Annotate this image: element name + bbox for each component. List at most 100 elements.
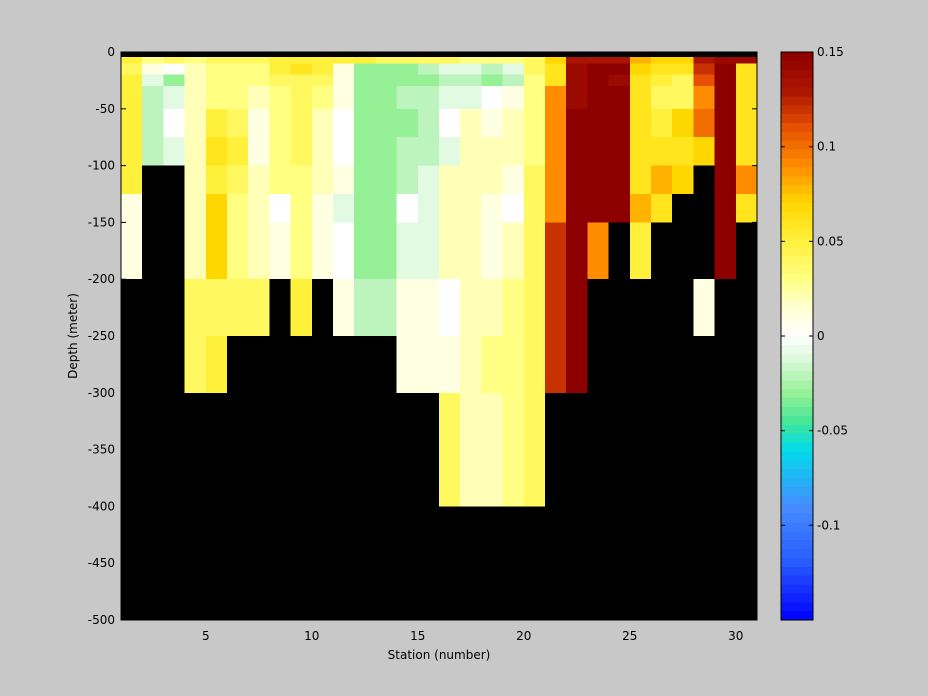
colorbar-swatch bbox=[781, 69, 813, 80]
heatmap-cell bbox=[333, 74, 355, 87]
heatmap-cell bbox=[672, 165, 694, 194]
heatmap-cell bbox=[481, 222, 503, 280]
heatmap-cell bbox=[205, 52, 227, 64]
heatmap-cell bbox=[227, 52, 249, 64]
heatmap-cell bbox=[248, 137, 270, 166]
colorbar-swatch bbox=[781, 265, 813, 275]
heatmap-cell bbox=[227, 194, 249, 223]
heatmap-cell bbox=[248, 222, 270, 280]
heatmap-cell bbox=[523, 336, 545, 393]
heatmap-cell bbox=[205, 279, 227, 336]
heatmap-cell bbox=[269, 86, 291, 109]
heatmap-cell bbox=[396, 137, 418, 166]
heatmap-cell bbox=[502, 74, 524, 87]
colorbar-swatch bbox=[781, 557, 813, 568]
colorbar-swatch bbox=[781, 362, 813, 372]
heatmap-cell bbox=[545, 336, 567, 393]
heatmap-cell bbox=[248, 165, 270, 194]
heatmap-cell bbox=[523, 74, 545, 87]
heatmap-cell bbox=[205, 108, 227, 138]
colorbar-swatch bbox=[781, 149, 813, 159]
heatmap-cell bbox=[672, 137, 694, 166]
heatmap-cell bbox=[481, 336, 503, 393]
heatmap-cell bbox=[481, 52, 503, 64]
heatmap-cell bbox=[481, 86, 503, 109]
y-tick-label: -300 bbox=[88, 386, 115, 400]
heatmap-cell bbox=[354, 108, 376, 138]
heatmap-cell bbox=[545, 222, 567, 280]
heatmap-cell bbox=[439, 279, 461, 336]
heatmap-cell bbox=[269, 165, 291, 194]
colorbar-swatch bbox=[781, 52, 813, 62]
heatmap-cell bbox=[502, 108, 524, 138]
colorbar-swatch bbox=[781, 611, 813, 621]
heatmap-cell bbox=[227, 222, 249, 280]
heatmap-cell bbox=[375, 279, 397, 336]
colorbar-swatch bbox=[781, 309, 813, 319]
heatmap-cell bbox=[333, 86, 355, 109]
heatmap-cell bbox=[142, 137, 164, 166]
heatmap-cell bbox=[672, 108, 694, 138]
heatmap-cell bbox=[227, 86, 249, 109]
heatmap-cell bbox=[714, 222, 736, 280]
heatmap-cell bbox=[672, 63, 694, 75]
x-tick-label: 30 bbox=[728, 629, 743, 643]
heatmap-cell bbox=[354, 279, 376, 336]
heatmap-cell bbox=[354, 137, 376, 166]
colorbar-swatch bbox=[781, 371, 813, 381]
y-tick-label: -250 bbox=[88, 329, 115, 343]
heatmap-cell bbox=[333, 137, 355, 166]
heatmap-cell bbox=[290, 86, 312, 109]
heatmap-cell bbox=[269, 52, 291, 64]
heatmap-cell bbox=[439, 137, 461, 166]
heatmap-cell bbox=[439, 63, 461, 75]
heatmap-cell bbox=[566, 336, 588, 393]
heatmap-cell bbox=[269, 222, 291, 280]
colorbar-swatch bbox=[781, 486, 813, 497]
heatmap-cell bbox=[248, 86, 270, 109]
heatmap-cell bbox=[545, 74, 567, 87]
heatmap-cell bbox=[396, 86, 418, 109]
heatmap-cell bbox=[439, 74, 461, 87]
heatmap-cell bbox=[333, 279, 355, 336]
heatmap-cell bbox=[608, 108, 630, 138]
heatmap-cell bbox=[502, 52, 524, 64]
heatmap-cell bbox=[417, 137, 439, 166]
heatmap-cell bbox=[311, 137, 333, 166]
heatmap-cell bbox=[502, 336, 524, 393]
heatmap-cell bbox=[460, 222, 482, 280]
heatmap-cell bbox=[523, 63, 545, 75]
heatmap-cell bbox=[269, 108, 291, 138]
heatmap-cell bbox=[460, 74, 482, 87]
heatmap-cell bbox=[523, 86, 545, 109]
heatmap-cell bbox=[545, 63, 567, 75]
heatmap-cell bbox=[651, 194, 673, 223]
heatmap-cell bbox=[651, 74, 673, 87]
heatmap-cell bbox=[523, 279, 545, 336]
y-tick-label: -500 bbox=[88, 613, 115, 627]
heatmap-cell bbox=[502, 279, 524, 336]
heatmap-cell bbox=[629, 86, 651, 109]
heatmap-cell bbox=[629, 63, 651, 75]
heatmap-cell bbox=[290, 52, 312, 64]
heatmap-cell bbox=[248, 108, 270, 138]
heatmap-cell bbox=[142, 63, 164, 75]
heatmap-cell bbox=[587, 108, 609, 138]
colorbar-swatch bbox=[781, 327, 813, 337]
x-axis-label: Station (number) bbox=[388, 648, 491, 662]
heatmap-cell bbox=[587, 52, 609, 64]
heatmap-cell bbox=[396, 279, 418, 336]
heatmap-cell bbox=[502, 86, 524, 109]
heatmap-cell bbox=[417, 279, 439, 336]
heatmap-cell bbox=[651, 165, 673, 194]
heatmap-cell bbox=[205, 222, 227, 280]
heatmap-cell bbox=[311, 194, 333, 223]
heatmap-cell bbox=[269, 137, 291, 166]
heatmap-cell bbox=[566, 108, 588, 138]
heatmap-cell bbox=[290, 222, 312, 280]
heatmap-cell bbox=[629, 74, 651, 87]
heatmap-cell bbox=[290, 194, 312, 223]
heatmap-cell bbox=[714, 86, 736, 109]
heatmap-cell bbox=[460, 392, 482, 507]
colorbar-swatch bbox=[781, 211, 813, 222]
